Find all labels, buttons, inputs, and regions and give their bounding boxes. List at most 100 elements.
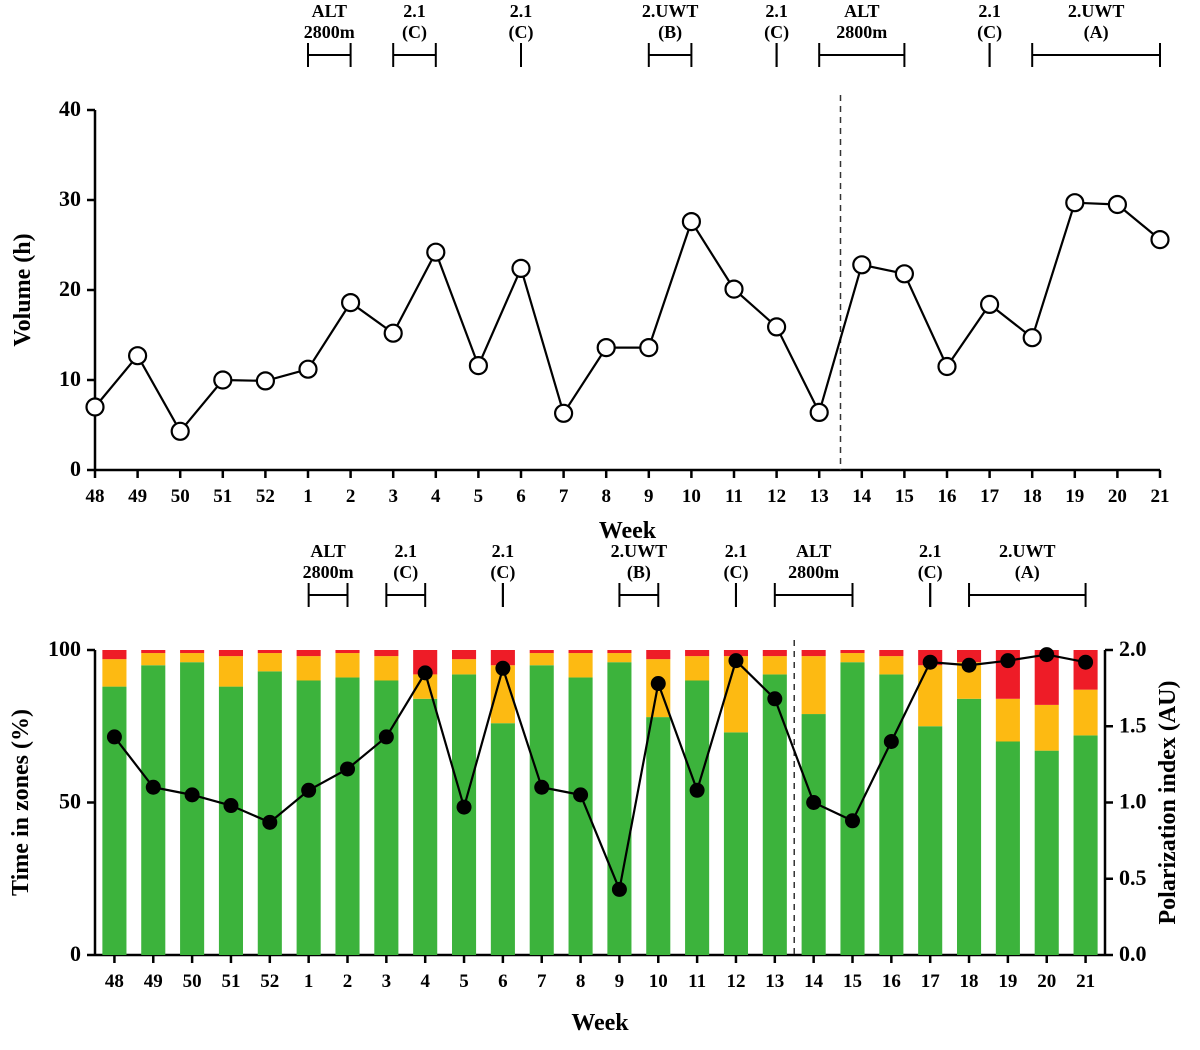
bar-segment-red[interactable] — [141, 650, 165, 653]
bar-segment-red[interactable] — [102, 650, 126, 659]
bar-segment-red[interactable] — [685, 650, 709, 656]
data-point — [129, 347, 146, 364]
bar-segment-yellow[interactable] — [219, 656, 243, 687]
bar-segment-yellow[interactable] — [452, 659, 476, 674]
svg-text:17: 17 — [980, 486, 1000, 507]
svg-text:2: 2 — [346, 486, 356, 507]
bar-segment-green[interactable] — [452, 674, 476, 955]
svg-text:48: 48 — [86, 486, 105, 507]
svg-text:(C): (C) — [977, 22, 1002, 43]
y-axis-label: Volume (h) — [10, 233, 36, 346]
bar-segment-green[interactable] — [219, 687, 243, 955]
svg-text:2800m: 2800m — [304, 22, 355, 42]
bar-segment-yellow[interactable] — [1074, 690, 1098, 736]
bar-segment-yellow[interactable] — [685, 656, 709, 680]
svg-text:(C): (C) — [393, 562, 418, 583]
bar-segment-red[interactable] — [802, 650, 826, 656]
bar-segment-red[interactable] — [335, 650, 359, 653]
bar-segment-red[interactable] — [374, 650, 398, 656]
svg-text:0: 0 — [70, 456, 81, 481]
bar-segment-yellow[interactable] — [258, 653, 282, 671]
svg-text:2800m: 2800m — [836, 22, 887, 42]
top-line-chart: 0 10 20 30 40 Volume (h) 48 49 50 51 52 1 2 3 4 5 6 7 8 9 10… — [0, 0, 1200, 545]
bar-segment-green[interactable] — [180, 662, 204, 955]
data-point — [726, 281, 743, 298]
data-point — [1024, 329, 1041, 346]
bar-segment-yellow[interactable] — [335, 653, 359, 677]
bar-segment-green[interactable] — [297, 681, 321, 956]
bar-segment-yellow[interactable] — [180, 653, 204, 662]
bar-segment-green[interactable] — [685, 681, 709, 956]
svg-text:(C): (C) — [509, 22, 534, 43]
bar-segment-green[interactable] — [996, 742, 1020, 956]
bar-segment-yellow[interactable] — [297, 656, 321, 680]
bar-segment-yellow[interactable] — [763, 656, 787, 674]
bar-segment-green[interactable] — [491, 723, 515, 955]
data-point-filled — [729, 654, 743, 668]
svg-text:16: 16 — [938, 486, 957, 507]
bar-segment-green[interactable] — [335, 677, 359, 955]
bar-segment-red[interactable] — [452, 650, 476, 659]
bar-segment-green[interactable] — [413, 699, 437, 955]
bar-segment-red[interactable] — [569, 650, 593, 653]
svg-text:2.UWT: 2.UWT — [642, 1, 699, 21]
bar-segment-green[interactable] — [918, 726, 942, 955]
bar-segment-yellow[interactable] — [530, 653, 554, 665]
bar-segment-red[interactable] — [763, 650, 787, 656]
bar-segment-green[interactable] — [763, 674, 787, 955]
bar-segment-red[interactable] — [646, 650, 670, 659]
svg-text:(C): (C) — [918, 562, 943, 583]
bar-segment-yellow[interactable] — [102, 659, 126, 686]
bar-segment-green[interactable] — [102, 687, 126, 955]
svg-text:0.5: 0.5 — [1119, 865, 1147, 890]
bar-segment-red[interactable] — [607, 650, 631, 653]
bar-segment-green[interactable] — [530, 665, 554, 955]
svg-text:2.UWT: 2.UWT — [611, 545, 668, 561]
data-point — [257, 372, 274, 389]
bar-segment-red[interactable] — [180, 650, 204, 653]
svg-text:49: 49 — [144, 971, 163, 992]
bar-segment-green[interactable] — [646, 717, 670, 955]
bar-segment-green[interactable] — [957, 699, 981, 955]
bar-segment-yellow[interactable] — [141, 653, 165, 665]
bar-segment-red[interactable] — [297, 650, 321, 656]
bar-segment-yellow[interactable] — [918, 665, 942, 726]
bar-segment-green[interactable] — [141, 665, 165, 955]
bar-segment-yellow[interactable] — [1035, 705, 1059, 751]
svg-text:ALT: ALT — [796, 545, 831, 561]
svg-text:9: 9 — [644, 486, 654, 507]
bar-segment-yellow[interactable] — [840, 653, 864, 662]
bar-segment-green[interactable] — [1035, 751, 1059, 955]
svg-text:2.1: 2.1 — [765, 1, 788, 21]
bar-segment-yellow[interactable] — [802, 656, 826, 714]
svg-text:14: 14 — [852, 486, 872, 507]
svg-text:2.1: 2.1 — [919, 545, 942, 561]
bar-segment-green[interactable] — [1074, 735, 1098, 955]
bar-segment-green[interactable] — [724, 732, 748, 955]
bar-segment-green[interactable] — [840, 662, 864, 955]
svg-text:5: 5 — [459, 971, 469, 992]
svg-text:(C): (C) — [402, 22, 427, 43]
bar-segment-yellow[interactable] — [374, 656, 398, 680]
bar-segment-yellow[interactable] — [879, 656, 903, 674]
bar-segment-green[interactable] — [879, 674, 903, 955]
svg-text:50: 50 — [183, 971, 202, 992]
svg-text:3: 3 — [388, 486, 398, 507]
bar-segment-red[interactable] — [258, 650, 282, 653]
data-point — [214, 372, 231, 389]
data-point-filled — [302, 783, 316, 797]
bar-segment-yellow[interactable] — [996, 699, 1020, 742]
bar-segment-red[interactable] — [840, 650, 864, 653]
bar-segment-green[interactable] — [802, 714, 826, 955]
svg-text:(B): (B) — [627, 562, 651, 583]
svg-text:4: 4 — [420, 971, 430, 992]
svg-text:49: 49 — [128, 486, 147, 507]
bar-segment-green[interactable] — [607, 662, 631, 955]
bar-segment-green[interactable] — [258, 671, 282, 955]
data-point — [853, 256, 870, 273]
bar-segment-red[interactable] — [530, 650, 554, 653]
bar-segment-yellow[interactable] — [569, 653, 593, 677]
bar-segment-yellow[interactable] — [607, 653, 631, 662]
bar-segment-red[interactable] — [219, 650, 243, 656]
bar-segment-red[interactable] — [879, 650, 903, 656]
